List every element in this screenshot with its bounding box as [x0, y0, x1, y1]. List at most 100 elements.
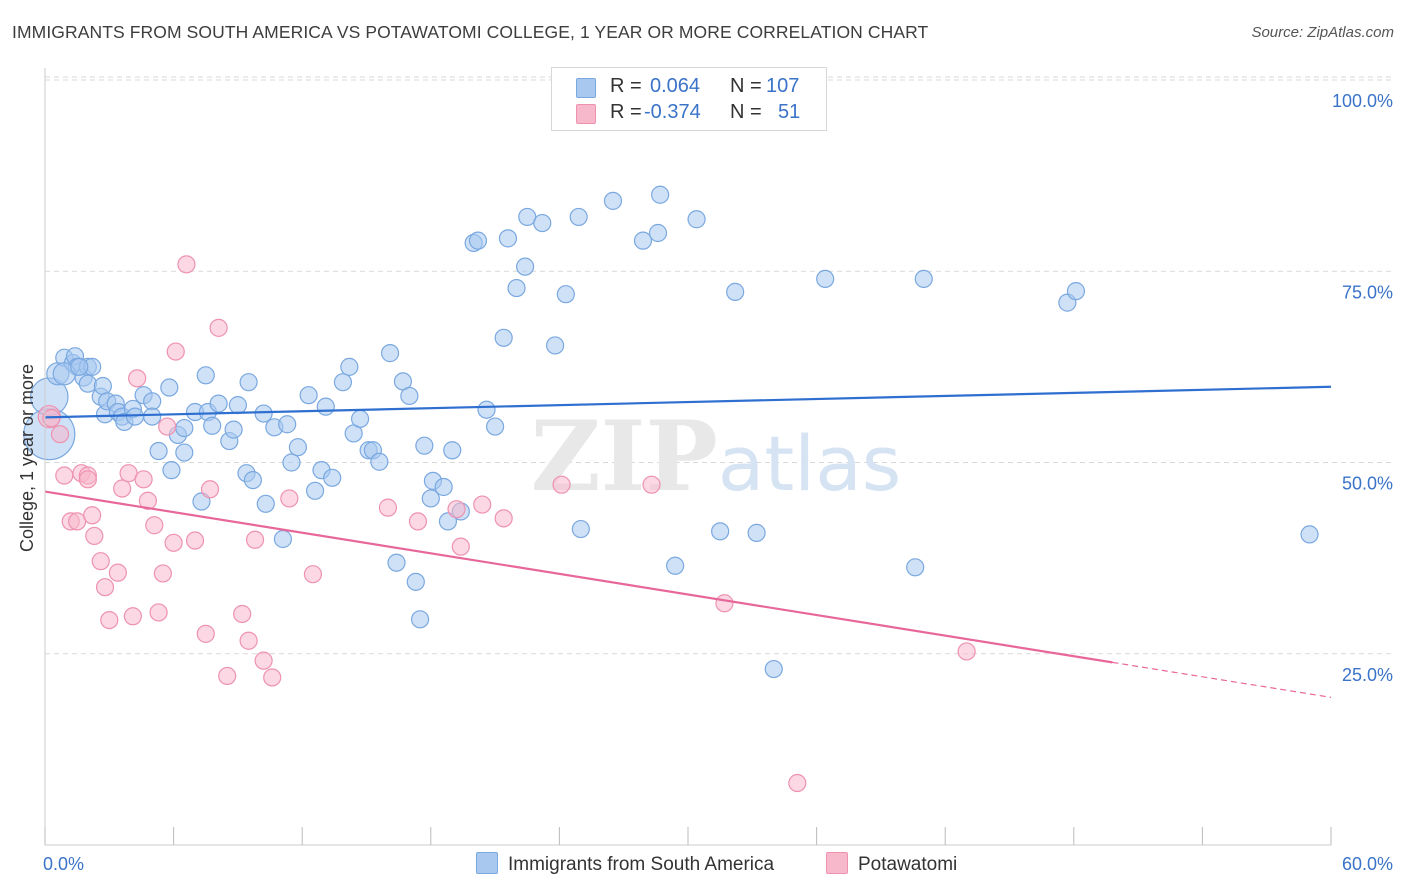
data-point-blue [209, 394, 228, 413]
grid-layer [45, 76, 1392, 655]
data-point-pink [164, 533, 183, 552]
series-legend-blue: Immigrants from South America [476, 852, 774, 876]
data-point-blue [410, 610, 430, 629]
data-point-blue [78, 374, 97, 393]
data-point-blue [651, 185, 670, 204]
data-point-blue [1066, 282, 1086, 301]
series-label-blue: Immigrants from South America [508, 854, 775, 875]
data-point-pink [91, 552, 110, 571]
data-point-pink [218, 666, 237, 686]
data-point-blue [498, 229, 518, 248]
data-point-pink [451, 537, 470, 556]
data-point-blue [380, 344, 400, 363]
data-point-blue [633, 231, 653, 250]
data-point-blue [556, 285, 575, 304]
data-point-blue [507, 278, 526, 298]
data-point-pink [408, 512, 428, 531]
data-point-blue [70, 357, 89, 376]
points-layer [23, 185, 1319, 793]
legend-n-value: 51 [778, 101, 801, 123]
data-point-pink [788, 773, 807, 793]
data-point-blue [764, 659, 783, 679]
data-point-blue [387, 553, 406, 572]
data-point-blue [239, 373, 258, 392]
data-point-blue [415, 436, 434, 455]
chart-title: IMMIGRANTS FROM SOUTH AMERICA VS POTAWAT… [12, 22, 929, 42]
data-point-pink [108, 563, 127, 582]
data-point-blue [273, 529, 293, 549]
data-point-pink [177, 255, 196, 274]
source-label: Source: ZipAtlas.com [1251, 24, 1394, 41]
data-point-blue [406, 572, 425, 591]
legend-swatch-blue [576, 78, 596, 98]
data-point-blue [340, 357, 359, 376]
stats-legend: R = 0.064 N = 107 R = -0.374 N = 51 [551, 67, 827, 131]
data-point-blue [603, 191, 623, 210]
data-point-pink [145, 516, 164, 535]
data-point-pink [113, 479, 132, 498]
data-point-blue [228, 396, 247, 415]
trend-layer [44, 385, 1332, 698]
data-point-blue [175, 443, 194, 462]
data-point-blue [533, 213, 552, 233]
data-point-blue [516, 257, 535, 276]
data-point-blue [224, 420, 243, 439]
data-point-blue [569, 207, 588, 227]
data-point-pink [158, 417, 177, 436]
legend-r-value: -0.374 [644, 101, 701, 123]
data-point-blue [546, 336, 565, 355]
legend-n-value: 107 [766, 75, 800, 97]
data-point-pink [50, 425, 70, 444]
data-point-pink [78, 470, 97, 489]
data-point-blue [494, 328, 513, 347]
data-point-blue [400, 386, 419, 406]
data-point-pink [473, 495, 492, 514]
data-point-pink [149, 603, 168, 622]
data-point-pink [254, 651, 273, 670]
data-point-blue [305, 481, 325, 500]
axis-layer: 25.0% 50.0% 75.0% 100.0% 0.0% 60.0% [43, 68, 1393, 874]
data-point-pink [85, 526, 104, 546]
x-tick-label: 0.0% [43, 854, 84, 874]
data-point-pink [55, 466, 74, 485]
data-point-blue [370, 452, 389, 471]
data-point-pink [95, 578, 115, 597]
data-point-pink [245, 530, 265, 549]
data-point-pink [185, 531, 205, 550]
data-point-blue [243, 470, 263, 490]
y-tick-label: 50.0% [1342, 474, 1393, 494]
data-point-blue [203, 416, 222, 435]
data-point-blue [1300, 525, 1319, 544]
data-point-blue [288, 438, 308, 457]
data-point-blue [93, 376, 112, 396]
trend-line-pink [44, 490, 1113, 664]
data-point-blue [316, 397, 335, 416]
legend-r-label: R = [610, 75, 642, 97]
data-point-blue [299, 386, 318, 405]
data-point-pink [153, 564, 172, 583]
data-point-blue [816, 269, 835, 288]
data-point-blue [486, 417, 505, 436]
data-point-blue [175, 418, 194, 438]
data-point-blue [160, 378, 179, 397]
data-point-pink [552, 475, 571, 494]
data-point-blue [256, 494, 275, 513]
trend-line-blue [44, 385, 1332, 419]
data-point-pink [100, 610, 119, 630]
data-point-blue [333, 373, 353, 392]
data-point-blue [443, 441, 462, 460]
data-point-blue [747, 523, 766, 542]
watermark: ZIPatlas [531, 400, 902, 513]
y-tick-label: 100.0% [1332, 91, 1393, 111]
data-point-pink [303, 565, 323, 584]
data-point-pink [196, 624, 215, 643]
data-point-blue [196, 366, 215, 385]
data-point-pink [134, 470, 153, 489]
data-point-blue [143, 407, 162, 426]
data-point-pink [209, 318, 228, 337]
data-point-pink [280, 489, 299, 508]
data-point-blue [571, 519, 590, 539]
series-swatch-pink [826, 852, 848, 874]
data-point-blue [143, 392, 162, 411]
data-point-blue [648, 223, 668, 243]
